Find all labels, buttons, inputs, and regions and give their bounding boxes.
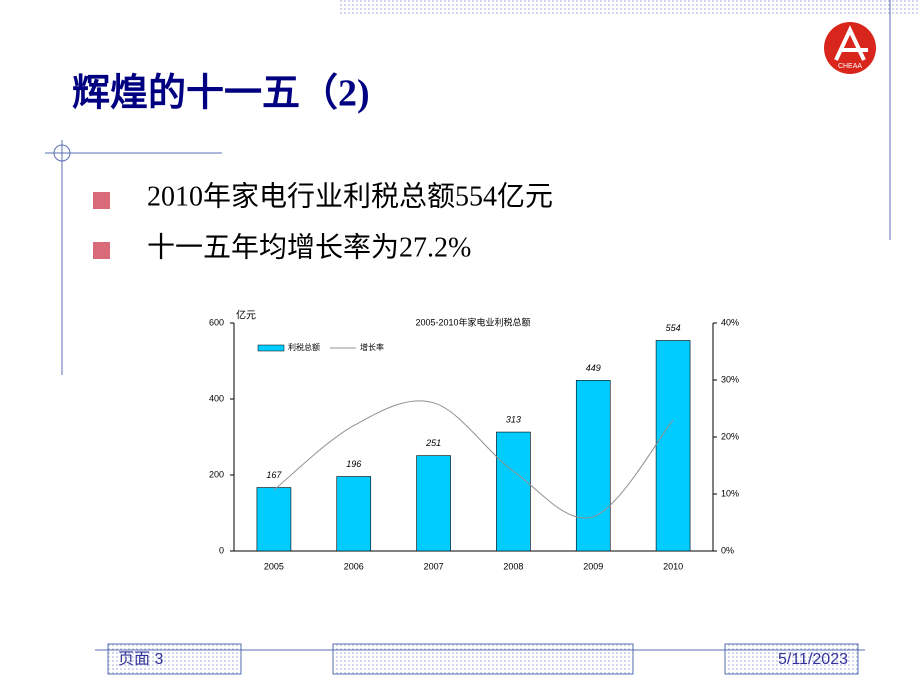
y2-tick-label: 30% bbox=[721, 374, 739, 384]
y-axis-label: 亿元 bbox=[236, 309, 256, 322]
x-tick-label: 2008 bbox=[503, 561, 523, 571]
y2-tick-label: 0% bbox=[721, 545, 734, 555]
bullet bbox=[93, 242, 110, 259]
y2-tick-label: 40% bbox=[721, 317, 739, 327]
line bbox=[273, 400, 674, 519]
bar bbox=[336, 476, 372, 552]
bar bbox=[496, 431, 531, 552]
logo-text: CHEAA bbox=[838, 63, 862, 70]
bar bbox=[416, 455, 451, 552]
x-tick-label: 2007 bbox=[424, 561, 444, 571]
data-label: 554 bbox=[666, 323, 681, 333]
y-tick-label: 200 bbox=[209, 469, 224, 479]
bar bbox=[575, 380, 611, 552]
y-tick-label: 0 bbox=[219, 545, 224, 555]
data-label: 313 bbox=[506, 414, 521, 424]
legend-swatch bbox=[257, 344, 285, 352]
bullet-text: 十一五年均增长率为27.2% bbox=[147, 231, 471, 263]
bar bbox=[655, 340, 691, 552]
bar bbox=[256, 487, 292, 552]
date: 5/11/2023 bbox=[778, 651, 848, 668]
legend-label: 增长率 bbox=[360, 342, 384, 352]
data-label: 449 bbox=[586, 363, 601, 373]
y-tick-label: 400 bbox=[209, 393, 224, 403]
chart: 2005-2010年家电业利税总额 亿元 0 200 400 600 0% 10% 20% 30%… bbox=[209, 309, 739, 572]
bullet bbox=[93, 192, 110, 209]
x-tick-label: 2009 bbox=[583, 561, 603, 571]
legend-label: 利税总额 bbox=[288, 342, 320, 352]
data-label: 251 bbox=[425, 438, 441, 448]
logo: CHEAA bbox=[824, 22, 876, 74]
y2-tick-label: 20% bbox=[721, 431, 739, 441]
x-tick-label: 2006 bbox=[344, 561, 364, 571]
bullet-text: 2010年家电行业利税总额554亿元 bbox=[147, 180, 553, 212]
rule-ring bbox=[53, 144, 71, 162]
y-tick-label: 600 bbox=[209, 317, 224, 327]
x-tick-label: 2010 bbox=[663, 561, 683, 571]
x-tick-label: 2005 bbox=[264, 561, 284, 571]
top-band bbox=[338, 0, 920, 15]
y2-tick-label: 10% bbox=[721, 488, 739, 498]
page-number: 页面 3 bbox=[118, 651, 163, 668]
data-label: 196 bbox=[346, 459, 361, 469]
chart-title: 2005-2010年家电业利税总额 bbox=[415, 316, 530, 327]
data-label: 167 bbox=[266, 470, 282, 480]
footer: 页面 3 5/11/2023 bbox=[95, 643, 865, 675]
slide-title: 辉煌的十一五（2) bbox=[72, 73, 370, 115]
